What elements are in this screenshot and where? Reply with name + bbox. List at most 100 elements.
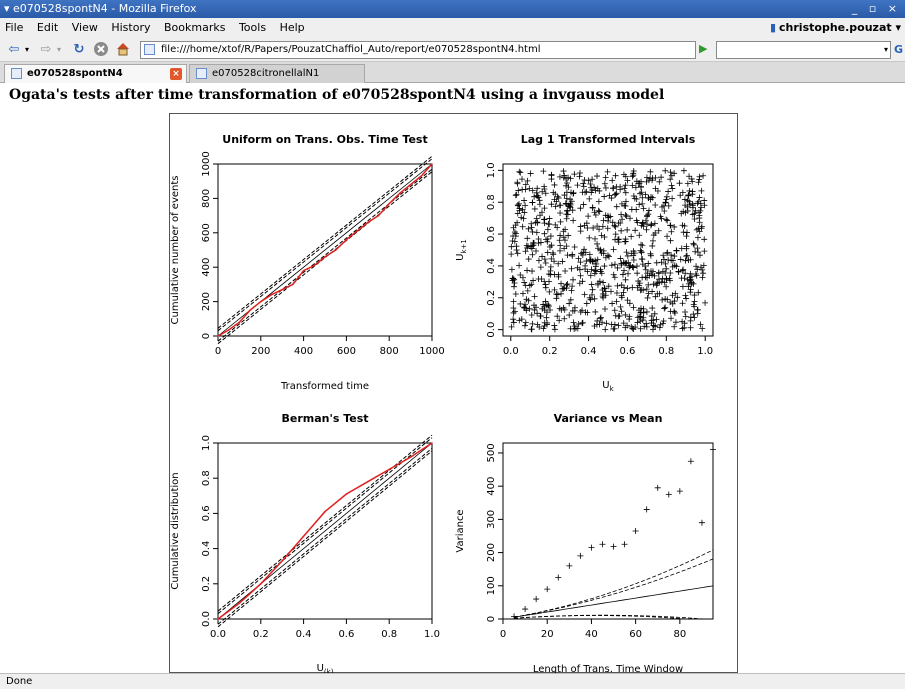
go-arrow-icon[interactable]: ▶ — [699, 42, 708, 55]
forward-dropdown-icon[interactable]: ▾ — [56, 45, 61, 54]
menu-tools[interactable]: Tools — [238, 21, 267, 34]
home-icon[interactable] — [114, 41, 132, 59]
plot-frame-0 — [217, 163, 433, 337]
menu-view[interactable]: View — [71, 21, 98, 34]
lag1-point — [622, 276, 629, 283]
lag1-point — [638, 241, 645, 248]
lag1-point — [557, 232, 564, 239]
window-menu-icon[interactable]: ▾ — [4, 2, 10, 15]
y-axis-label-1: Uk+1 — [455, 239, 468, 261]
lag1-point — [547, 306, 554, 313]
forward-arrow-icon[interactable]: ⇨ — [40, 42, 52, 57]
x-tick-label-3: 0 — [500, 629, 506, 640]
lag1-point — [690, 240, 697, 247]
lag1-point — [587, 272, 594, 279]
lag1-point — [649, 194, 656, 201]
lag1-point — [509, 238, 516, 245]
lag1-point — [637, 325, 644, 332]
lag1-point — [605, 283, 612, 290]
lag1-point — [679, 283, 686, 290]
menu-edit[interactable]: Edit — [36, 21, 59, 34]
lag1-point — [657, 321, 664, 328]
lag1-point — [669, 292, 676, 299]
lag1-point — [667, 299, 674, 306]
y-tick-label-3: 100 — [486, 576, 497, 595]
variance-point — [511, 613, 518, 620]
lag1-point — [579, 189, 586, 196]
series-point-2 — [260, 583, 262, 585]
lag1-point — [659, 275, 666, 282]
tab-page-icon — [196, 68, 207, 79]
menu-help[interactable]: Help — [279, 21, 305, 34]
tab-e070528citronellaln1[interactable]: e070528citronellalN1 — [189, 64, 365, 83]
search-engine-icon[interactable]: G — [894, 43, 904, 56]
lag1-point — [621, 284, 628, 291]
reload-icon[interactable]: ↻ — [73, 42, 85, 57]
window-titlebar[interactable]: ▾ e070528spontN4 - Mozilla Firefox _ ▫ × — [0, 0, 905, 18]
lag1-point — [663, 196, 670, 203]
lag1-point — [688, 273, 695, 280]
lag1-point — [638, 189, 645, 196]
window-controls[interactable]: _ ▫ × — [851, 2, 901, 15]
lag1-point — [690, 311, 697, 318]
lag1-point — [602, 292, 609, 299]
lag1-point — [568, 265, 575, 272]
tab-close-icon[interactable]: × — [170, 68, 182, 80]
series-point-0 — [302, 269, 305, 272]
series-point-0 — [420, 175, 423, 177]
lag1-point — [522, 202, 529, 209]
menu-file[interactable]: File — [5, 21, 24, 34]
lag1-point — [622, 189, 629, 196]
lag1-point — [510, 298, 517, 305]
lag1-point — [634, 319, 641, 326]
lag1-point — [512, 222, 519, 229]
lag1-point — [557, 242, 564, 249]
lag1-point — [618, 308, 625, 315]
lag1-point — [541, 256, 548, 263]
lag1-point — [556, 305, 563, 312]
search-input[interactable]: ▾ — [716, 41, 891, 59]
lag1-point — [580, 183, 587, 190]
lag1-point — [602, 184, 609, 191]
lag1-point — [679, 300, 686, 307]
menu-bookmarks[interactable]: Bookmarks — [163, 21, 226, 34]
lag1-point — [570, 319, 577, 326]
lag1-point — [547, 267, 554, 274]
lag1-point — [609, 177, 616, 184]
lag1-point — [537, 212, 544, 219]
lag1-point — [693, 226, 700, 233]
menu-history[interactable]: History — [111, 21, 151, 34]
lag1-point — [630, 264, 637, 271]
status-text: Done — [6, 676, 33, 687]
user-menu[interactable]: ▮ christophe.pouzat ▾ — [769, 21, 901, 34]
back-dropdown-icon[interactable]: ▾ — [24, 45, 29, 54]
back-arrow-icon[interactable]: ⇦ — [8, 42, 20, 57]
lag1-point — [622, 203, 629, 210]
lag1-point — [662, 199, 669, 206]
url-bar[interactable]: file:///home/xtof/R/Papers/PouzatChaffio… — [140, 41, 820, 59]
confidence-band-0-2 — [217, 168, 433, 342]
series-point-2 — [302, 535, 305, 538]
tab-page-icon — [11, 68, 22, 79]
lag1-point — [527, 170, 534, 177]
lag1-point — [636, 282, 643, 289]
lag1-point — [669, 263, 676, 270]
variance-point — [665, 491, 672, 498]
lag1-point — [700, 172, 707, 179]
lag1-point — [645, 260, 652, 267]
lag1-point — [557, 218, 564, 225]
lag1-point — [682, 308, 689, 315]
series-point-0 — [281, 288, 283, 291]
lag1-point — [642, 274, 649, 281]
lag1-point — [565, 202, 572, 209]
lag1-point — [615, 313, 622, 320]
tab-e070528spontn4[interactable]: e070528spontN4 × — [4, 64, 187, 83]
lag1-point — [687, 286, 694, 293]
stop-icon[interactable] — [92, 41, 110, 59]
lag1-point — [609, 300, 616, 307]
lag1-point — [644, 221, 651, 228]
lag1-point — [615, 239, 622, 246]
lag1-point — [599, 286, 606, 293]
search-dropdown-icon[interactable]: ▾ — [883, 45, 888, 54]
variance-point — [687, 458, 694, 465]
